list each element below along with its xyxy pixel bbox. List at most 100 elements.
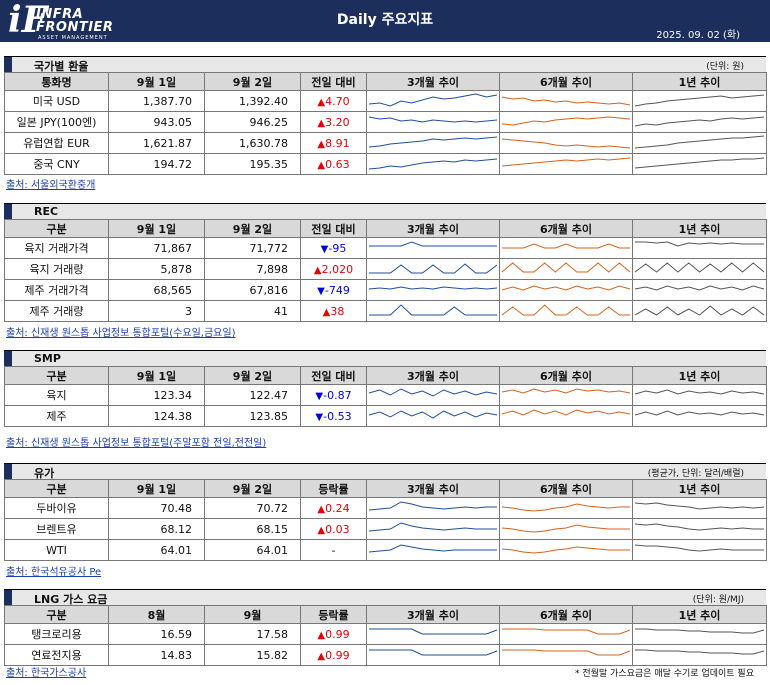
column-header: 구분 bbox=[4, 479, 109, 498]
row-name: 육지 거래가격 bbox=[4, 237, 109, 259]
sparkline-6m bbox=[499, 90, 633, 112]
value-prev: 14.83 bbox=[108, 644, 205, 666]
source-link[interactable]: 출처: 한국석유공사 Pe bbox=[6, 567, 102, 578]
sparkline-6m bbox=[499, 132, 633, 154]
change-value: -0.87 bbox=[323, 388, 352, 402]
change-value: -95 bbox=[328, 241, 347, 255]
sparkline-1y bbox=[632, 384, 767, 406]
sparkline-3m bbox=[366, 90, 500, 112]
column-header: 1년 추이 bbox=[632, 219, 767, 238]
sparkline-line bbox=[501, 96, 631, 106]
sparkline-1y bbox=[632, 644, 767, 666]
table-row: 유럽연합 EUR 1,621.87 1,630.78 ▲8.91 bbox=[4, 132, 767, 154]
value-prev: 124.38 bbox=[108, 405, 205, 427]
value-prev: 5,878 bbox=[108, 258, 205, 280]
row-name: 육지 bbox=[4, 384, 109, 406]
up-triangle-icon: ▲ bbox=[317, 117, 326, 129]
indicator-table: 통화명 9월 1일 9월 2일 전일 대비 3개월 추이 6개월 추이 1년 추이 미국 US… bbox=[4, 72, 767, 175]
sparkline-6m bbox=[499, 623, 633, 645]
sparkline-line bbox=[368, 410, 498, 419]
sparkline-line bbox=[501, 649, 631, 656]
up-triangle-icon: ▲ bbox=[317, 650, 326, 662]
row-name: 제주 거래량 bbox=[4, 300, 109, 322]
sparkline-line bbox=[501, 243, 631, 249]
table-row: 연료전지용 14.83 15.82 ▲0.99 bbox=[4, 644, 767, 666]
indicator-table: 구분 9월 1일 9월 2일 전일 대비 3개월 추이 6개월 추이 1년 추이 육지 123.… bbox=[4, 366, 767, 427]
logo-name: INFRA FRONTIER bbox=[36, 7, 114, 35]
sparkline-line bbox=[501, 116, 631, 126]
sparkline-3m bbox=[366, 384, 500, 406]
source-link[interactable]: 출처: 서울외국환중개 bbox=[6, 180, 96, 191]
sparkline-1y bbox=[632, 279, 767, 301]
change-value: - bbox=[331, 543, 336, 557]
value-current: 1,630.78 bbox=[204, 132, 301, 154]
value-current: 70.72 bbox=[204, 497, 301, 519]
sparkline-line bbox=[501, 409, 631, 416]
section-header: 유가 (평균가, 단위: 달러/배럴) bbox=[4, 463, 766, 480]
value-prev: 16.59 bbox=[108, 623, 205, 645]
sparkline-1y bbox=[632, 111, 767, 133]
sparkline-1y bbox=[632, 258, 767, 280]
change-value: 0.03 bbox=[325, 522, 350, 536]
sparkline-line bbox=[501, 503, 631, 512]
table-row: 미국 USD 1,387.70 1,392.40 ▲4.70 bbox=[4, 90, 767, 112]
indicator-table: 구분 9월 1일 9월 2일 등락률 3개월 추이 6개월 추이 1년 추이 두바이유 70.4… bbox=[4, 479, 767, 561]
section-4: LNG 가스 요금 (단위: 원/MJ) 구분 8월 9월 등락률 3개월 추이 6개월 추이… bbox=[4, 589, 767, 666]
column-header: 9월 2일 bbox=[204, 219, 301, 238]
sparkline-1y bbox=[632, 405, 767, 427]
sparkline-1y bbox=[632, 623, 767, 645]
column-header: 1년 추이 bbox=[632, 72, 767, 91]
row-name: 탱크로리용 bbox=[4, 623, 109, 645]
column-header: 통화명 bbox=[4, 72, 109, 91]
value-prev: 68.12 bbox=[108, 518, 205, 540]
section-title: 유가 bbox=[34, 467, 55, 480]
source-link[interactable]: 출처: 신재생 원스톱 사업정보 통합포털(주말포함 전일,전전일) bbox=[6, 438, 267, 449]
change-cell: ▼-95 bbox=[300, 237, 367, 259]
sparkline-line bbox=[368, 304, 498, 316]
row-name: 육지 거래량 bbox=[4, 258, 109, 280]
sparkline-1y bbox=[632, 237, 767, 259]
section-unit: (단위: 원/MJ) bbox=[692, 595, 744, 605]
change-value: -0.53 bbox=[323, 409, 352, 423]
table-header-row: 구분 9월 1일 9월 2일 전일 대비 3개월 추이 6개월 추이 1년 추이 bbox=[4, 366, 767, 385]
value-current: 64.01 bbox=[204, 539, 301, 561]
value-current: 7,898 bbox=[204, 258, 301, 280]
value-prev: 1,387.70 bbox=[108, 90, 205, 112]
column-header: 구분 bbox=[4, 605, 109, 624]
section-marker bbox=[4, 464, 12, 479]
change-value: 0.63 bbox=[325, 157, 350, 171]
sparkline-3m bbox=[366, 405, 500, 427]
column-header: 전일 대비 bbox=[300, 72, 367, 91]
sparkline-line bbox=[634, 649, 765, 655]
up-triangle-icon: ▲ bbox=[317, 524, 326, 536]
up-triangle-icon: ▲ bbox=[317, 96, 326, 108]
value-prev: 68,565 bbox=[108, 279, 205, 301]
sparkline-1y bbox=[632, 497, 767, 519]
change-value: 3.20 bbox=[325, 115, 350, 129]
column-header: 전일 대비 bbox=[300, 366, 367, 385]
section-title: 국가별 환율 bbox=[34, 60, 89, 73]
column-header: 3개월 추이 bbox=[366, 605, 500, 624]
section-marker bbox=[4, 351, 12, 366]
change-value: 38 bbox=[330, 304, 345, 318]
sparkline-line bbox=[634, 94, 765, 107]
value-current: 1,392.40 bbox=[204, 90, 301, 112]
value-prev: 70.48 bbox=[108, 497, 205, 519]
sparkline-3m bbox=[366, 539, 500, 561]
section-marker bbox=[4, 590, 12, 605]
up-triangle-icon: ▲ bbox=[313, 264, 322, 276]
source-link[interactable]: 출처: 한국가스공사 bbox=[6, 668, 87, 679]
column-header: 구분 bbox=[4, 219, 109, 238]
sparkline-3m bbox=[366, 279, 500, 301]
down-triangle-icon: ▼ bbox=[320, 243, 329, 255]
sparkline-6m bbox=[499, 644, 633, 666]
column-header: 9월 1일 bbox=[108, 219, 205, 238]
source-link[interactable]: 출처: 신재생 원스톱 사업정보 통합포털(수요일,금요일) bbox=[6, 328, 236, 339]
change-cell: ▲2,020 bbox=[300, 258, 367, 280]
logo-tagline: ASSET MANAGEMENT bbox=[38, 35, 108, 41]
sparkline-1y bbox=[632, 90, 767, 112]
sparkline-line bbox=[501, 285, 631, 291]
change-value: 0.24 bbox=[325, 501, 350, 515]
down-triangle-icon: ▼ bbox=[315, 390, 324, 402]
sparkline-line bbox=[501, 157, 631, 167]
